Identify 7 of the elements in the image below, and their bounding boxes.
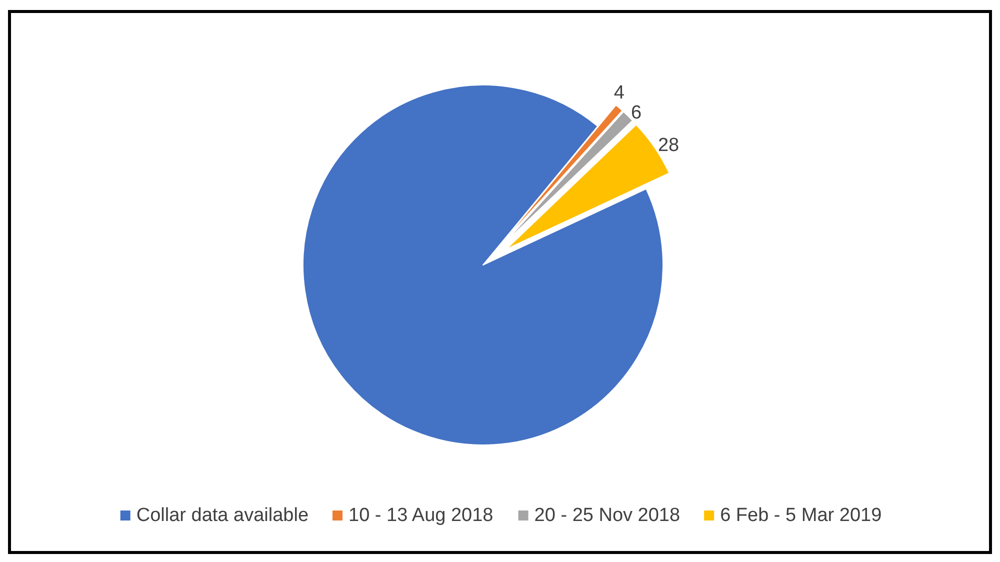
legend-label: Collar data available	[136, 505, 309, 526]
legend-label: 20 - 25 Nov 2018	[534, 505, 680, 526]
legend-label: 6 Feb - 5 Mar 2019	[720, 505, 882, 526]
data-label: 6	[630, 102, 642, 124]
legend-label: 10 - 13 Aug 2018	[348, 505, 494, 526]
data-label: 4	[614, 82, 625, 104]
data-label: 28	[658, 134, 680, 156]
